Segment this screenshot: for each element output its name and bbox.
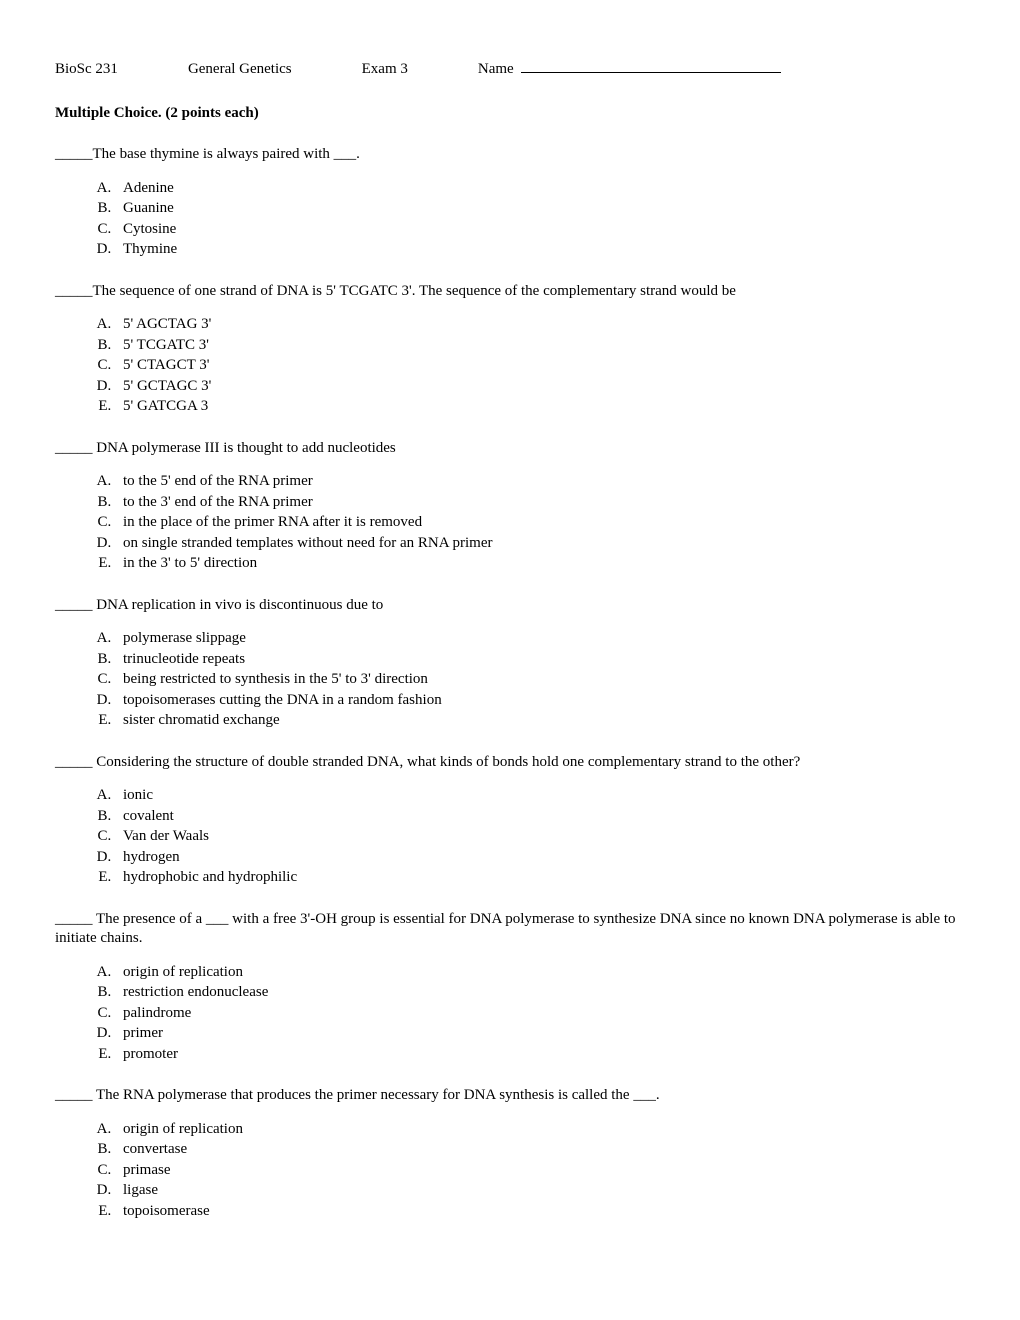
- option-item: 5' CTAGCT 3': [115, 356, 965, 376]
- option-item: 5' AGCTAG 3': [115, 315, 965, 335]
- question-text: _____The base thymine is always paired w…: [55, 145, 965, 165]
- options-list: origin of replicationrestriction endonuc…: [95, 963, 965, 1065]
- option-item: hydrogen: [115, 848, 965, 868]
- question-text: _____ Considering the structure of doubl…: [55, 753, 965, 773]
- exam-header: BioSc 231 General Genetics Exam 3 Name: [55, 60, 965, 80]
- option-item: in the 3' to 5' direction: [115, 554, 965, 574]
- question: _____ The presence of a ___ with a free …: [55, 910, 965, 1065]
- option-item: restriction endonuclease: [115, 983, 965, 1003]
- option-item: on single stranded templates without nee…: [115, 534, 965, 554]
- option-item: primer: [115, 1024, 965, 1044]
- question-text: _____ DNA polymerase III is thought to a…: [55, 439, 965, 459]
- option-item: palindrome: [115, 1004, 965, 1024]
- option-item: ligase: [115, 1181, 965, 1201]
- options-list: polymerase slippagetrinucleotide repeats…: [95, 629, 965, 731]
- option-item: promoter: [115, 1045, 965, 1065]
- options-list: origin of replicationconvertaseprimaseli…: [95, 1120, 965, 1222]
- section-title: Multiple Choice. (2 points each): [55, 104, 965, 124]
- questions-list: _____The base thymine is always paired w…: [55, 145, 965, 1221]
- option-item: primase: [115, 1161, 965, 1181]
- question: _____ Considering the structure of doubl…: [55, 753, 965, 888]
- question-text: _____ The presence of a ___ with a free …: [55, 910, 965, 949]
- option-item: Van der Waals: [115, 827, 965, 847]
- exam-number: Exam 3: [362, 60, 408, 80]
- options-list: to the 5' end of the RNA primerto the 3'…: [95, 472, 965, 574]
- options-list: 5' AGCTAG 3'5' TCGATC 3'5' CTAGCT 3'5' G…: [95, 315, 965, 417]
- option-item: origin of replication: [115, 1120, 965, 1140]
- options-list: AdenineGuanineCytosineThymine: [95, 179, 965, 260]
- option-item: Adenine: [115, 179, 965, 199]
- option-item: trinucleotide repeats: [115, 650, 965, 670]
- option-item: 5' GCTAGC 3': [115, 377, 965, 397]
- option-item: polymerase slippage: [115, 629, 965, 649]
- option-item: Cytosine: [115, 220, 965, 240]
- option-item: being restricted to synthesis in the 5' …: [115, 670, 965, 690]
- option-item: 5' GATCGA 3: [115, 397, 965, 417]
- option-item: topoisomerase: [115, 1202, 965, 1222]
- option-item: sister chromatid exchange: [115, 711, 965, 731]
- option-item: Thymine: [115, 240, 965, 260]
- question: _____ DNA replication in vivo is discont…: [55, 596, 965, 731]
- question: _____ The RNA polymerase that produces t…: [55, 1086, 965, 1221]
- course-title: General Genetics: [188, 60, 292, 80]
- option-item: covalent: [115, 807, 965, 827]
- option-item: 5' TCGATC 3': [115, 336, 965, 356]
- course-code: BioSc 231: [55, 60, 118, 80]
- option-item: to the 5' end of the RNA primer: [115, 472, 965, 492]
- question: _____The sequence of one strand of DNA i…: [55, 282, 965, 417]
- option-item: topoisomerases cutting the DNA in a rand…: [115, 691, 965, 711]
- options-list: ioniccovalentVan der Waalshydrogenhydrop…: [95, 786, 965, 888]
- option-item: in the place of the primer RNA after it …: [115, 513, 965, 533]
- question: _____ DNA polymerase III is thought to a…: [55, 439, 965, 574]
- option-item: hydrophobic and hydrophilic: [115, 868, 965, 888]
- question: _____The base thymine is always paired w…: [55, 145, 965, 260]
- option-item: Guanine: [115, 199, 965, 219]
- option-item: origin of replication: [115, 963, 965, 983]
- name-blank[interactable]: [521, 72, 781, 73]
- question-text: _____ The RNA polymerase that produces t…: [55, 1086, 965, 1106]
- question-text: _____The sequence of one strand of DNA i…: [55, 282, 965, 302]
- option-item: convertase: [115, 1140, 965, 1160]
- option-item: ionic: [115, 786, 965, 806]
- question-text: _____ DNA replication in vivo is discont…: [55, 596, 965, 616]
- option-item: to the 3' end of the RNA primer: [115, 493, 965, 513]
- name-label: Name: [478, 60, 782, 80]
